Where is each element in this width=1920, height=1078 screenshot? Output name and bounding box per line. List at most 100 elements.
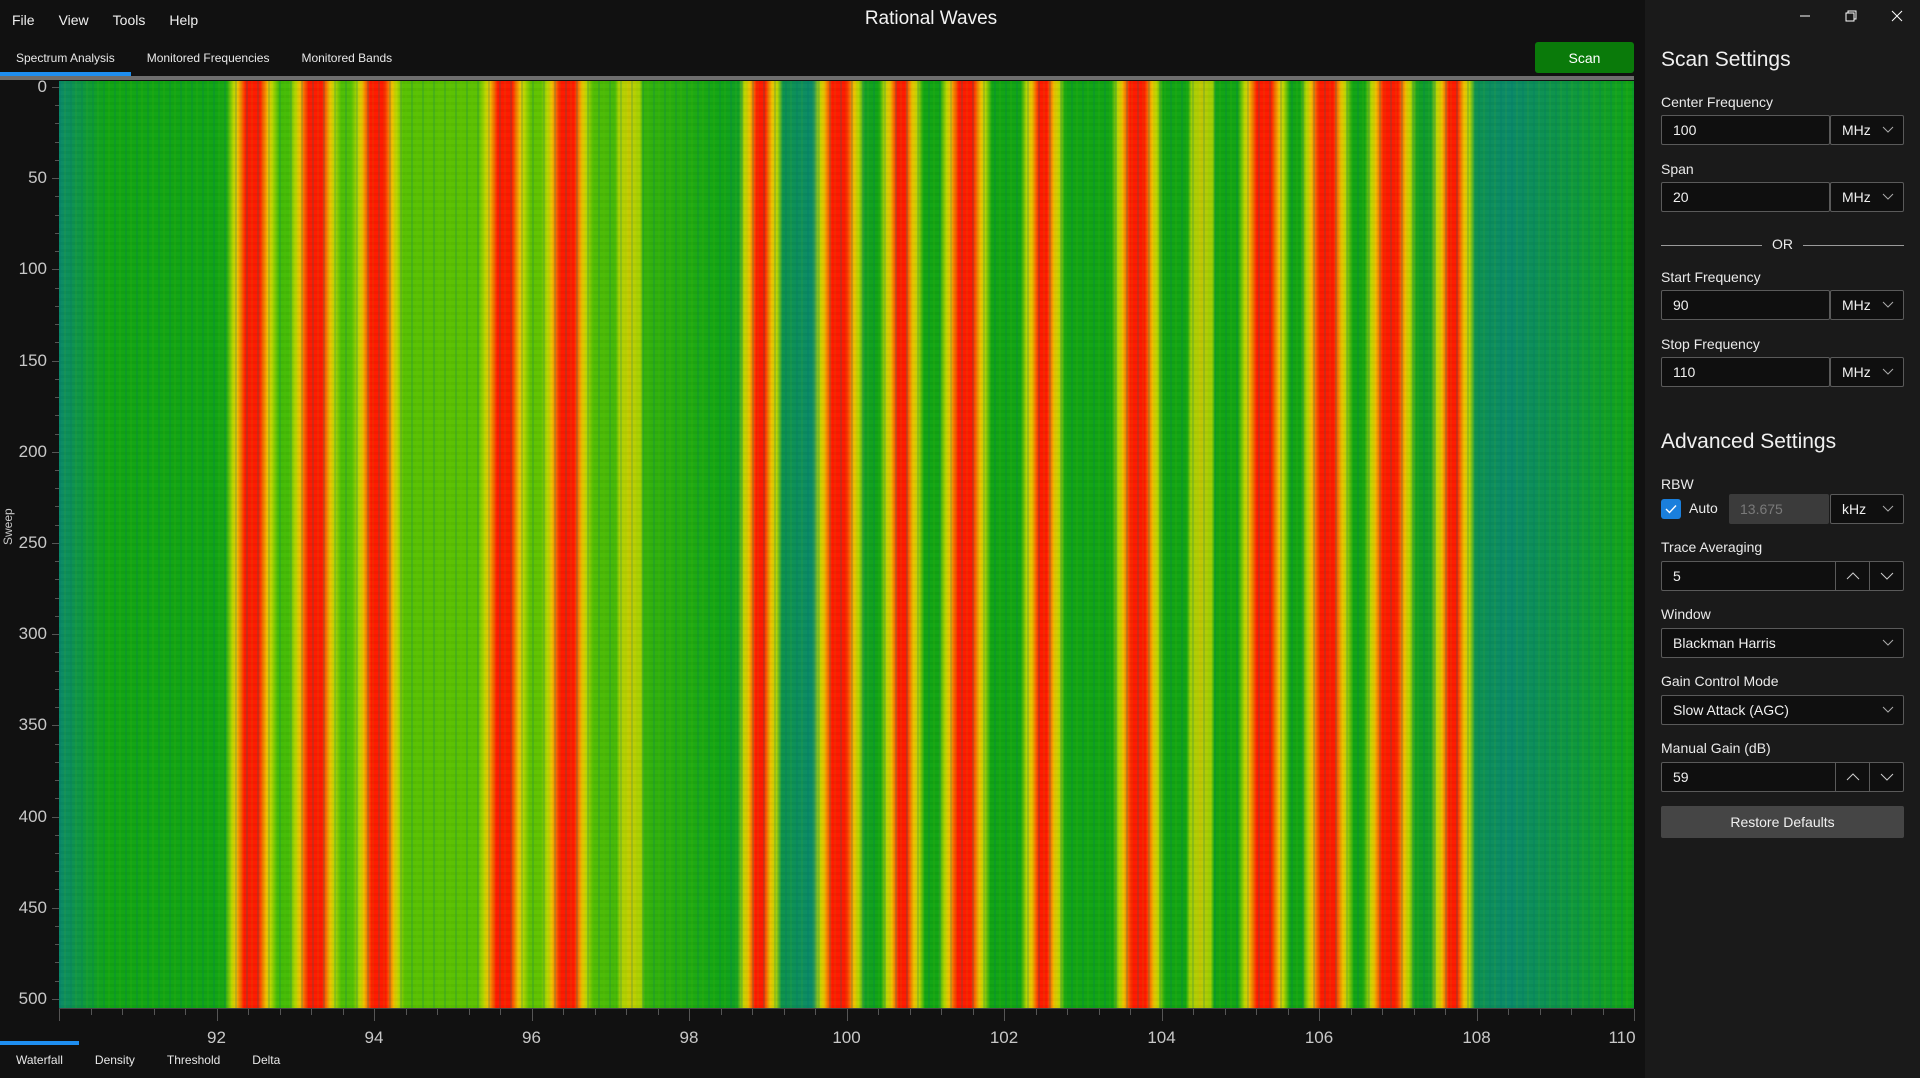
- stop-frequency-unit-select[interactable]: MHz: [1830, 357, 1904, 387]
- x-axis-tick: [468, 1009, 470, 1015]
- app-title: Rational Waves: [864, 8, 998, 29]
- settings-panel: Scan Settings Center Frequency 100 MHz S…: [1645, 0, 1920, 1078]
- bottom-tab-bar: Waterfall Density Threshold Delta: [0, 1041, 296, 1078]
- start-frequency-unit-value: MHz: [1842, 297, 1871, 313]
- x-axis-tick: [374, 1009, 375, 1021]
- y-axis-tick: [55, 305, 59, 307]
- start-frequency-unit-select[interactable]: MHz: [1830, 290, 1904, 320]
- chevron-down-icon: [1882, 639, 1894, 646]
- restore-button[interactable]: [1831, 4, 1871, 28]
- waterfall-noise: [59, 81, 1634, 1008]
- tab-waterfall[interactable]: Waterfall: [0, 1041, 79, 1078]
- gain-control-mode-value: Slow Attack (AGC): [1673, 702, 1789, 718]
- start-frequency-input[interactable]: 90: [1661, 290, 1830, 320]
- span-input[interactable]: 20: [1661, 182, 1830, 212]
- manual-gain-decrement[interactable]: [1869, 762, 1903, 792]
- manual-gain-input[interactable]: 59: [1661, 762, 1904, 792]
- checkmark-icon: [1665, 505, 1677, 514]
- y-axis-tick: [55, 287, 59, 289]
- chevron-up-icon: [1846, 773, 1859, 781]
- x-axis-label: 92: [207, 1028, 226, 1047]
- y-axis-tick: [55, 925, 59, 927]
- trace-averaging-input[interactable]: 5: [1661, 561, 1904, 591]
- tab-delta[interactable]: Delta: [252, 1053, 281, 1067]
- minimize-button[interactable]: [1785, 4, 1825, 28]
- center-frequency-unit-value: MHz: [1842, 122, 1871, 138]
- scan-settings-title: Scan Settings: [1661, 48, 1791, 71]
- x-axis-tick: [752, 1009, 753, 1015]
- chevron-down-icon: [1882, 126, 1894, 133]
- menu-help[interactable]: Help: [169, 12, 199, 28]
- waterfall-plot[interactable]: [59, 81, 1634, 1008]
- x-axis-tick: [1161, 1009, 1163, 1021]
- trace-averaging-increment[interactable]: [1835, 561, 1869, 591]
- menu-view[interactable]: View: [58, 12, 89, 28]
- x-axis-tick: [941, 1009, 942, 1015]
- y-axis-tick: [55, 597, 59, 599]
- scan-button[interactable]: Scan: [1535, 42, 1634, 73]
- y-axis-tick: [55, 342, 59, 344]
- y-axis-tick: [55, 834, 59, 836]
- y-axis-label: 0: [37, 77, 47, 96]
- y-axis-label: 400: [18, 806, 47, 826]
- tab-threshold[interactable]: Threshold: [166, 1053, 221, 1067]
- x-axis-tick: [1539, 1009, 1541, 1015]
- y-axis-tick: [55, 852, 59, 854]
- x-axis-tick: [1319, 1009, 1320, 1021]
- x-axis-tick: [405, 1009, 407, 1015]
- x-axis-tick: [122, 1009, 123, 1015]
- restore-defaults-button[interactable]: Restore Defaults: [1661, 806, 1904, 838]
- x-axis-tick: [1382, 1009, 1383, 1015]
- rbw-unit-select[interactable]: kHz: [1830, 494, 1904, 524]
- x-axis-tick: [279, 1009, 281, 1015]
- menu-file[interactable]: File: [12, 12, 35, 28]
- center-frequency-input[interactable]: 100: [1661, 115, 1830, 145]
- x-axis-tick: [1476, 1009, 1478, 1021]
- advanced-settings-title: Advanced Settings: [1661, 430, 1837, 453]
- y-axis: 0 50 100 150 200 250 300 350 400 450 500: [0, 77, 59, 1008]
- x-axis-tick: [1413, 1009, 1415, 1015]
- y-axis-tick: [55, 761, 59, 763]
- rbw-auto-checkbox[interactable]: [1661, 499, 1681, 519]
- y-axis-tick: [55, 433, 59, 435]
- x-axis-tick: [689, 1009, 690, 1021]
- x-axis-tick: [1602, 1009, 1604, 1015]
- waterfall-signals: [59, 81, 1634, 1008]
- center-frequency-unit-select[interactable]: MHz: [1830, 115, 1904, 145]
- y-axis-label: 250: [18, 532, 47, 552]
- y-axis-tick: [55, 615, 59, 617]
- gain-control-mode-select[interactable]: Slow Attack (AGC): [1661, 695, 1904, 725]
- chevron-down-icon: [1880, 773, 1893, 781]
- span-unit-select[interactable]: MHz: [1830, 182, 1904, 212]
- y-axis-tick: [55, 688, 59, 690]
- x-axis-tick: [1256, 1009, 1257, 1015]
- rbw-label: RBW: [1661, 476, 1694, 492]
- trace-averaging-decrement[interactable]: [1869, 561, 1903, 591]
- y-axis-tick: [55, 579, 59, 581]
- y-axis-tick: [55, 141, 59, 143]
- x-axis-tick: [909, 1009, 911, 1015]
- manual-gain-increment[interactable]: [1835, 762, 1869, 792]
- waterfall-header-bar: [0, 76, 1634, 80]
- x-axis-tick: [153, 1009, 155, 1015]
- y-axis-tick: [52, 634, 59, 636]
- close-button[interactable]: [1877, 4, 1917, 28]
- x-axis-label: 110: [1608, 1028, 1636, 1047]
- x-axis-tick: [1350, 1009, 1352, 1015]
- signal-trace: [1021, 81, 1066, 1008]
- tab-monitored-bands[interactable]: Monitored Bands: [301, 51, 393, 65]
- x-axis-tick: [500, 1009, 501, 1015]
- y-axis-label: 100: [18, 259, 47, 279]
- tab-monitored-frequencies[interactable]: Monitored Frequencies: [146, 51, 270, 65]
- y-axis-label: 500: [18, 988, 47, 1008]
- tab-density[interactable]: Density: [94, 1053, 135, 1067]
- x-axis-tick: [1098, 1009, 1100, 1015]
- trace-averaging-label: Trace Averaging: [1661, 539, 1763, 555]
- window-select[interactable]: Blackman Harris: [1661, 628, 1904, 658]
- center-frequency-label: Center Frequency: [1661, 94, 1774, 110]
- stop-frequency-input[interactable]: 110: [1661, 357, 1830, 387]
- divider-line-left: [1661, 245, 1762, 246]
- tab-spectrum-analysis[interactable]: Spectrum Analysis: [0, 46, 131, 76]
- menu-tools[interactable]: Tools: [112, 12, 146, 28]
- y-axis-tick: [55, 743, 59, 745]
